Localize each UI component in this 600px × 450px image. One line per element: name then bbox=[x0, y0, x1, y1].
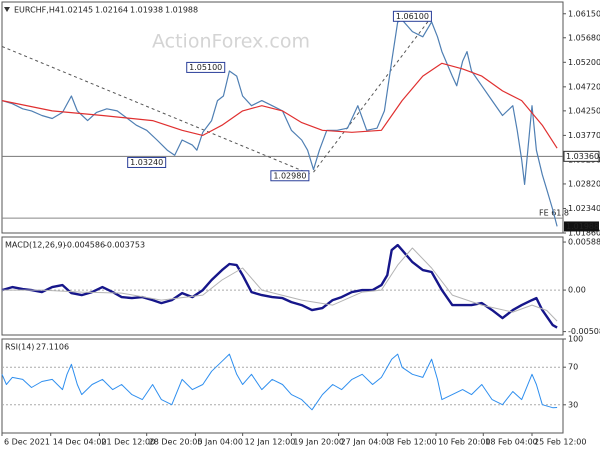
y-tick-label: 1.04720 bbox=[568, 82, 600, 91]
header-value: 27.1106 bbox=[36, 343, 69, 352]
y-tick-label: 1.05680 bbox=[568, 33, 600, 42]
macd-panel bbox=[1, 236, 564, 336]
series-line bbox=[1, 19, 558, 227]
x-tick-label: 3 Feb 12:00 bbox=[389, 438, 436, 447]
x-tick-label: 10 Feb 20:00 bbox=[438, 438, 490, 447]
x-tick-label: 14 Dec 04:00 bbox=[53, 438, 107, 447]
level-label-box bbox=[563, 150, 600, 162]
level-label: 1.03360 bbox=[566, 152, 599, 161]
annotation-label: 1.03240 bbox=[130, 158, 163, 167]
rsi-panel bbox=[1, 338, 564, 434]
x-tick-label: 19 Jan 20:00 bbox=[293, 438, 344, 447]
y-tick-label: 1.04250 bbox=[568, 106, 600, 115]
annotation-box bbox=[186, 61, 226, 73]
x-tick-label: 5 Jan 04:00 bbox=[197, 438, 243, 447]
x-tick-label: 12 Jan 12:00 bbox=[245, 438, 296, 447]
x-tick-label: 25 Feb 12:00 bbox=[534, 438, 586, 447]
y-tick-label: 1.02820 bbox=[568, 179, 600, 188]
watermark: ActionForex.com bbox=[152, 31, 310, 53]
price-panel bbox=[1, 1, 564, 234]
series-line bbox=[1, 62, 558, 149]
annotation-box bbox=[270, 170, 310, 182]
panel-title: EURCHF,H4 bbox=[14, 6, 60, 15]
panel-title: RSI(14) bbox=[5, 343, 34, 352]
x-tick-label: 28 Dec 20:00 bbox=[149, 438, 203, 447]
header-value: -0.004586 bbox=[64, 241, 105, 250]
header-value: 1.01938 bbox=[130, 6, 163, 15]
header-value: 1.02145 bbox=[60, 6, 93, 15]
annotation-box bbox=[392, 10, 432, 22]
x-tick-label: 27 Jan 04:00 bbox=[341, 438, 392, 447]
current-price-label: 1.01988 bbox=[566, 222, 599, 231]
annotation-label: 1.02980 bbox=[273, 171, 306, 180]
trendline bbox=[1, 46, 313, 176]
series-line bbox=[1, 353, 558, 411]
y-tick-label: 0.00 bbox=[568, 286, 586, 295]
series-line bbox=[2, 247, 558, 322]
x-tick-label: 18 Feb 04:00 bbox=[485, 438, 537, 447]
y-tick-label: 1.01860 bbox=[568, 229, 600, 238]
menu-arrow bbox=[4, 7, 10, 12]
y-tick-label: -0.005085 bbox=[568, 327, 600, 336]
y-tick-label: 30 bbox=[568, 400, 578, 409]
x-tick-label: 21 Dec 12:00 bbox=[101, 438, 155, 447]
y-tick-label: 1.05200 bbox=[568, 58, 600, 67]
annotation-box bbox=[127, 156, 167, 168]
y-tick-label: 1.06150 bbox=[568, 9, 600, 18]
y-tick-label: 70 bbox=[568, 363, 578, 372]
y-tick-label: 1.02340 bbox=[568, 204, 600, 213]
trendline bbox=[313, 16, 433, 173]
y-tick-label: 0.005882 bbox=[568, 238, 600, 247]
y-tick-label: 1.03770 bbox=[568, 131, 600, 140]
header-value: 1.01988 bbox=[165, 6, 198, 15]
header-value: 1.02164 bbox=[95, 6, 128, 15]
panel-title: MACD(12,26,9) bbox=[5, 241, 66, 250]
series-line bbox=[1, 243, 558, 329]
y-tick-label: 100 bbox=[568, 335, 583, 344]
current-price-box bbox=[564, 221, 599, 232]
x-tick-label: 6 Dec 2021 bbox=[4, 438, 50, 447]
annotation-label: 1.06100 bbox=[396, 12, 429, 21]
header-value: -0.003753 bbox=[104, 241, 145, 250]
annotation-label: 1.05100 bbox=[189, 63, 222, 72]
